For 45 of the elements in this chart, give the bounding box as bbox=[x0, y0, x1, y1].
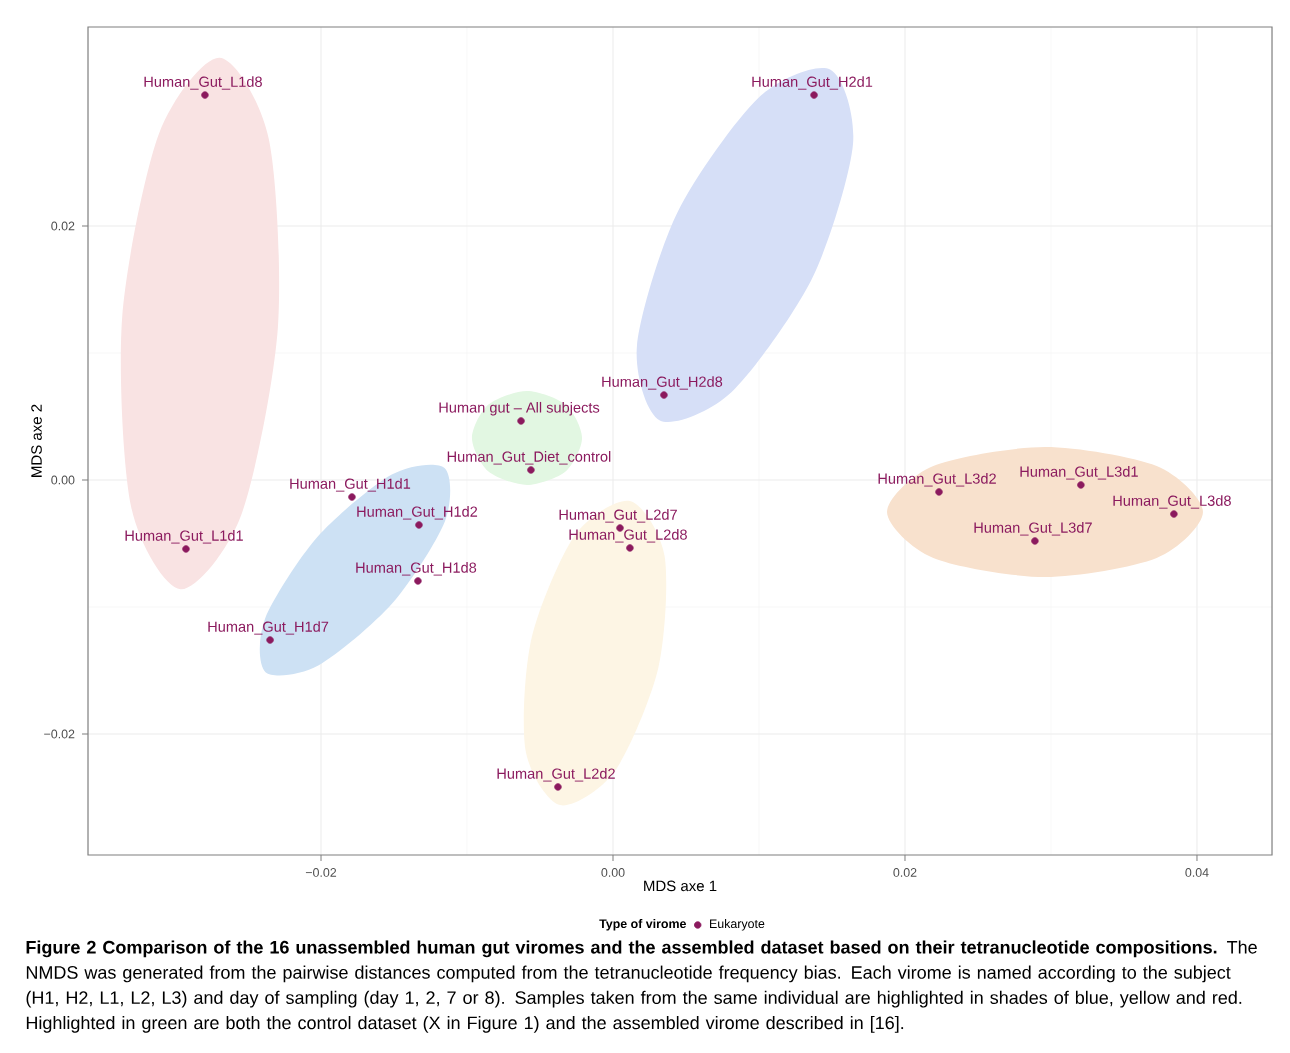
x-axis-title: MDS axe 1 bbox=[644, 880, 717, 892]
annotation: Human_Gut_L3d1 bbox=[1020, 466, 1138, 480]
point bbox=[182, 545, 190, 553]
y-tick-label: 0.02 bbox=[51, 221, 75, 231]
annotation: Human_Gut_H1d8 bbox=[356, 562, 477, 576]
annotation: Human_Gut_Diet_control bbox=[447, 451, 611, 465]
annotation: Human_Gut_L2d2 bbox=[497, 768, 615, 782]
point bbox=[266, 636, 274, 644]
text: Figure 2 Comparison of the 16 unassembled human gut viromes and the assembled dataset based on their tetranucleotide compositions. The NMDS was generated from the pairwise distances computed from the tetranucleotide frequency bias. Each virome is named according to the subject (H1, H2, L1, L2, L3) and day of sampling (day 1, 2, 7 or 8). Samples taken from the same individual are highlighted in shades of blue, yellow and red. Highlighted in green are both the control dataset (X in Figure 1) and the assembled virome described in [16]. bbox=[26, 940, 1257, 1033]
point bbox=[626, 544, 634, 552]
point bbox=[554, 783, 562, 791]
y-axis-title: MDS axe 2 bbox=[31, 404, 42, 477]
annotation: Human_Gut_L3d2 bbox=[878, 473, 996, 487]
point bbox=[527, 466, 535, 474]
point bbox=[414, 577, 422, 585]
x-tick-label: 0.02 bbox=[893, 868, 917, 877]
point bbox=[415, 521, 423, 529]
point bbox=[660, 391, 668, 399]
annotation: Human_Gut_H2d8 bbox=[602, 376, 723, 390]
y-tick-label: −0.02 bbox=[44, 729, 75, 739]
annotation: Human_Gut_L2d7 bbox=[559, 509, 677, 523]
x-tick-label: 0.04 bbox=[1185, 868, 1209, 877]
point bbox=[935, 488, 943, 496]
annotation: Human_Gut_H1d2 bbox=[357, 506, 478, 520]
annotation: Human_Gut_H2d1 bbox=[752, 76, 873, 90]
annotation: Human_Gut_L2d8 bbox=[569, 529, 687, 543]
point bbox=[201, 91, 209, 99]
point bbox=[1077, 481, 1085, 489]
legend-label: Eukaryote bbox=[710, 919, 765, 931]
point bbox=[517, 417, 525, 425]
x-tick-label: −0.02 bbox=[305, 868, 337, 877]
annotation: Human_Gut_H1d7 bbox=[208, 621, 329, 635]
annotation: Human_Gut_H1d1 bbox=[290, 478, 411, 492]
point bbox=[1031, 537, 1039, 545]
annotation: Human_Gut_L1d8 bbox=[144, 76, 262, 90]
annotation: Human_Gut_L1d1 bbox=[125, 530, 243, 544]
point bbox=[348, 493, 356, 501]
y-tick-label: 0.00 bbox=[51, 475, 75, 485]
annotation: Human gut – All subjects bbox=[439, 401, 600, 416]
x-tick-label: 0.00 bbox=[601, 868, 625, 877]
legend-title: Type of virome bbox=[599, 919, 686, 931]
annotation: Human_Gut_L3d7 bbox=[974, 522, 1092, 536]
annotation: Human_Gut_L3d8 bbox=[1113, 495, 1231, 509]
point bbox=[810, 91, 818, 99]
point bbox=[1170, 510, 1178, 518]
